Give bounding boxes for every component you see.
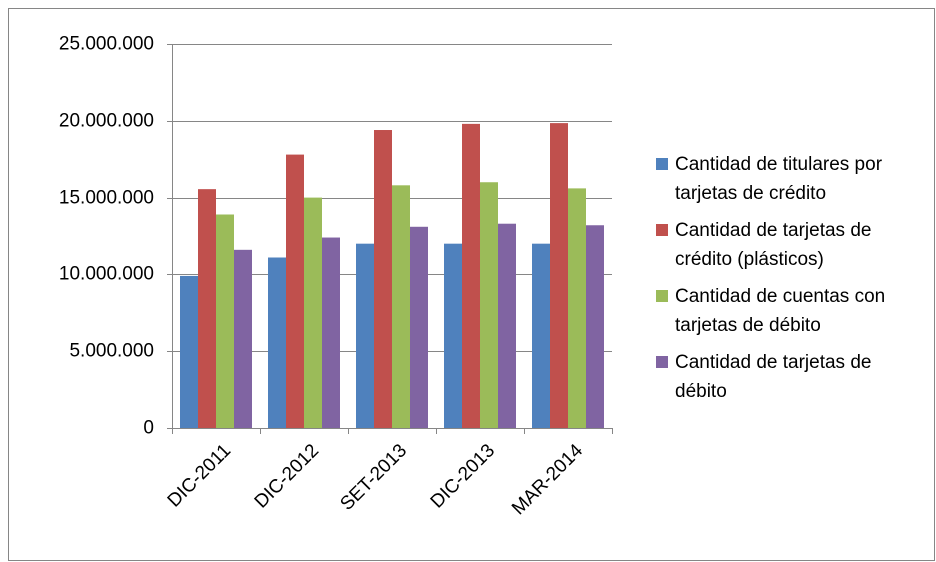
y-tick-label: 0: [143, 418, 154, 439]
bar: [180, 275, 198, 428]
bar: [322, 237, 340, 428]
legend-swatch: [656, 356, 668, 368]
legend-label: Cantidad de tarjetas de crédito (plástic…: [675, 220, 872, 270]
bar: [392, 185, 410, 428]
bar: [532, 243, 550, 428]
x-tick-label: DIC-2012: [251, 440, 323, 512]
x-tick-label: MAR-2014: [508, 440, 587, 519]
bar: [586, 225, 604, 428]
y-tick-label: 25.000.000: [59, 34, 154, 55]
bar: [462, 123, 480, 428]
legend-item: Cantidad de tarjetas de débito: [656, 348, 918, 406]
y-tick-label: 15.000.000: [59, 188, 154, 209]
bar: [374, 130, 392, 429]
bar: [304, 197, 322, 428]
y-tick-label: 5.000.000: [69, 341, 154, 362]
bar: [216, 214, 234, 428]
x-tick-label: DIC-2013: [427, 440, 499, 512]
bar: [568, 188, 586, 428]
bar: [444, 243, 462, 428]
legend: Cantidad de titulares por tarjetas de cr…: [656, 150, 918, 414]
legend-item: Cantidad de cuentas con tarjetas de débi…: [656, 282, 918, 340]
y-tick-label: 10.000.000: [59, 264, 154, 285]
y-tick-label: 20.000.000: [59, 111, 154, 132]
bar: [498, 223, 516, 428]
legend-label: Cantidad de tarjetas de débito: [675, 352, 872, 402]
bar: [356, 243, 374, 428]
legend-item: Cantidad de tarjetas de crédito (plástic…: [656, 216, 918, 274]
legend-swatch: [656, 224, 668, 236]
bar: [410, 226, 428, 428]
bar: [550, 123, 568, 428]
legend-swatch: [656, 158, 668, 170]
bar: [234, 249, 252, 428]
chart-border: [8, 8, 935, 561]
bar: [268, 257, 286, 428]
legend-item: Cantidad de titulares por tarjetas de cr…: [656, 150, 918, 208]
bar: [480, 182, 498, 428]
bar: [286, 154, 304, 429]
x-tick-label: DIC-2011: [164, 440, 235, 511]
bar: [198, 189, 216, 428]
legend-label: Cantidad de titulares por tarjetas de cr…: [675, 154, 883, 204]
x-tick-label: SET-2013: [336, 440, 411, 515]
legend-swatch: [656, 290, 668, 302]
legend-label: Cantidad de cuentas con tarjetas de débi…: [675, 286, 886, 336]
